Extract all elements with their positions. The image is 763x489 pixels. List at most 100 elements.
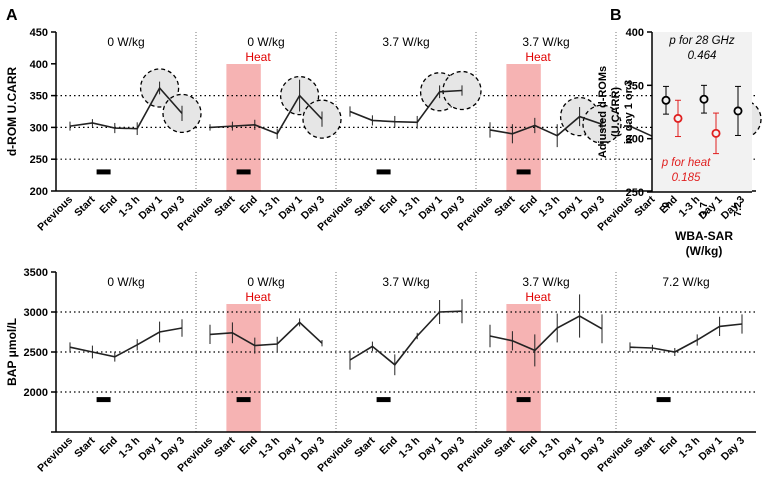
bap-series-line: [489, 315, 603, 352]
bap-bar-marker: [376, 397, 391, 403]
bap-y-tick-label: 3000: [24, 307, 48, 319]
drom-ylabel: d-ROM U.CARR: [5, 67, 19, 157]
bap-series-line: [349, 310, 463, 366]
bap-line-chart: BAP μmol/L 2000 2500 3000 3500 0 W/kg Previous…: [5, 267, 756, 474]
bap-group-title: 0 W/kg: [247, 275, 284, 289]
adjusted-x-tick-label: 7.2: [732, 202, 744, 217]
bap-x-tick-label: Start: [72, 434, 98, 460]
bap-x-tick-label: End: [377, 435, 400, 458]
bap-x-tick-label: Start: [632, 434, 658, 460]
drom-bar-marker: [516, 169, 531, 175]
drom-x-tick-label: End: [377, 194, 400, 217]
drom-y-tick-label: 200: [30, 186, 48, 198]
p-28ghz-label: p for 28 GHz: [668, 35, 734, 47]
drom-bar-marker: [236, 169, 251, 175]
drom-x-tick-label: Day 1: [276, 194, 304, 222]
bap-x-tick-label: End: [517, 435, 540, 458]
bap-x-tick-label: Day 3: [719, 435, 747, 463]
bap-y-tick-label: 2000: [24, 387, 48, 399]
drom-y-tick-label: 250: [30, 154, 48, 166]
bap-x-tick-label: End: [657, 435, 680, 458]
adjusted-y-tick-label: 350: [626, 80, 644, 92]
drom-x-tick-label: Start: [72, 193, 98, 219]
bap-group-title: 7.2 W/kg: [662, 275, 709, 289]
bap-group-title: 0 W/kg: [107, 275, 144, 289]
bap-heat-label: Heat: [245, 290, 271, 304]
drom-y-tick-label: 350: [30, 91, 48, 103]
bap-x-tick-label: Day 1: [696, 435, 724, 463]
bap-x-tick-label: End: [237, 435, 260, 458]
bap-bar-marker: [516, 397, 531, 403]
drom-x-tick-label: Day 1: [416, 194, 444, 222]
adjusted-ylabel-line: in day 1 or 3: [623, 80, 635, 144]
bap-x-tick-label: Start: [212, 434, 238, 460]
bap-x-tick-label: Previous: [35, 435, 75, 475]
adjusted-ylabel-line: Adjusted d-ROMs: [597, 66, 609, 158]
bap-series-line: [629, 323, 743, 353]
drom-x-tick-label: Previous: [35, 194, 75, 234]
bap-x-tick-label: End: [97, 435, 120, 458]
bap-series-line: [69, 327, 183, 358]
drom-x-tick-label: Day 1: [136, 194, 164, 222]
drom-group-title: 3.7 W/kg: [522, 35, 569, 49]
p-heat-label: p for heat: [661, 157, 711, 169]
adjusted-y-tick-label: 400: [626, 27, 644, 39]
drom-y-tick-label: 300: [30, 122, 48, 134]
drom-x-tick-label: End: [97, 194, 120, 217]
bap-x-tick-label: Day 1: [136, 435, 164, 463]
bap-series-line: [209, 321, 323, 347]
drom-heat-label: Heat: [245, 50, 271, 64]
drom-x-tick-label: End: [517, 194, 540, 217]
bap-ylabel: BAP μmol/L: [5, 318, 19, 386]
bap-bar-marker: [656, 397, 671, 403]
bap-y-tick-label: 3500: [24, 267, 48, 279]
drom-y-tick-label: 400: [30, 59, 48, 71]
adjusted-data-point: [661, 95, 671, 105]
adjusted-xlabel-line: WBA-SAR: [675, 229, 733, 243]
drom-bar-marker: [96, 169, 111, 175]
drom-x-tick-label: Start: [212, 193, 238, 219]
drom-series-line: [69, 86, 183, 130]
adjusted-x-tick-label: 3.7: [698, 202, 710, 217]
bap-x-tick-label: Day 1: [416, 435, 444, 463]
adjusted-x-tick-label: 0: [660, 202, 672, 208]
drom-series-line: [489, 115, 603, 137]
adjusted-data-point: [711, 128, 721, 138]
panel-a-label: A: [6, 7, 18, 24]
bap-group-title: 3.7 W/kg: [382, 275, 429, 289]
drom-y-tick-label: 450: [30, 27, 48, 39]
bap-y-tick-label: 2500: [24, 347, 48, 359]
drom-group-title: 0 W/kg: [107, 35, 144, 49]
drom-x-tick-label: Start: [352, 193, 378, 219]
bap-heat-label: Heat: [525, 290, 551, 304]
bap-heat-band: [506, 304, 541, 432]
drom-x-tick-label: Day 1: [556, 194, 584, 222]
bap-bar-marker: [96, 397, 111, 403]
bap-group-title: 3.7 W/kg: [522, 275, 569, 289]
panel-b-label: B: [610, 7, 622, 24]
p-heat-value: 0.185: [672, 172, 701, 184]
drom-series-line: [349, 89, 463, 124]
drom-series-line: [209, 94, 323, 135]
bap-x-tick-label: Start: [352, 434, 378, 460]
drom-group-title: 0 W/kg: [247, 35, 284, 49]
bap-x-tick-label: Day 1: [276, 435, 304, 463]
bap-bar-marker: [236, 397, 251, 403]
drom-x-tick-label: Start: [492, 193, 518, 219]
adjusted-data-point: [733, 106, 743, 116]
bap-heat-band: [226, 304, 261, 432]
adjusted-data-point: [699, 94, 709, 104]
adjusted-data-point: [673, 113, 683, 123]
drom-heat-label: Heat: [525, 50, 551, 64]
drom-bar-marker: [376, 169, 391, 175]
drom-x-tick-label: End: [237, 194, 260, 217]
adjusted-drom-chart: 250 300 350 400 Adjusted d-ROMs (U.CARR) in da…: [597, 27, 752, 258]
p-28ghz-value: 0.464: [688, 50, 717, 62]
adjusted-y-tick-label: 300: [626, 134, 644, 146]
adjusted-ylabel-line: (U.CARR): [610, 87, 622, 137]
adjusted-xlabel-line: (W/kg): [686, 244, 723, 258]
bap-x-tick-label: Start: [492, 434, 518, 460]
adjusted-y-tick-label: 250: [626, 187, 644, 199]
bap-x-tick-label: Day 1: [556, 435, 584, 463]
drom-group-title: 3.7 W/kg: [382, 35, 429, 49]
